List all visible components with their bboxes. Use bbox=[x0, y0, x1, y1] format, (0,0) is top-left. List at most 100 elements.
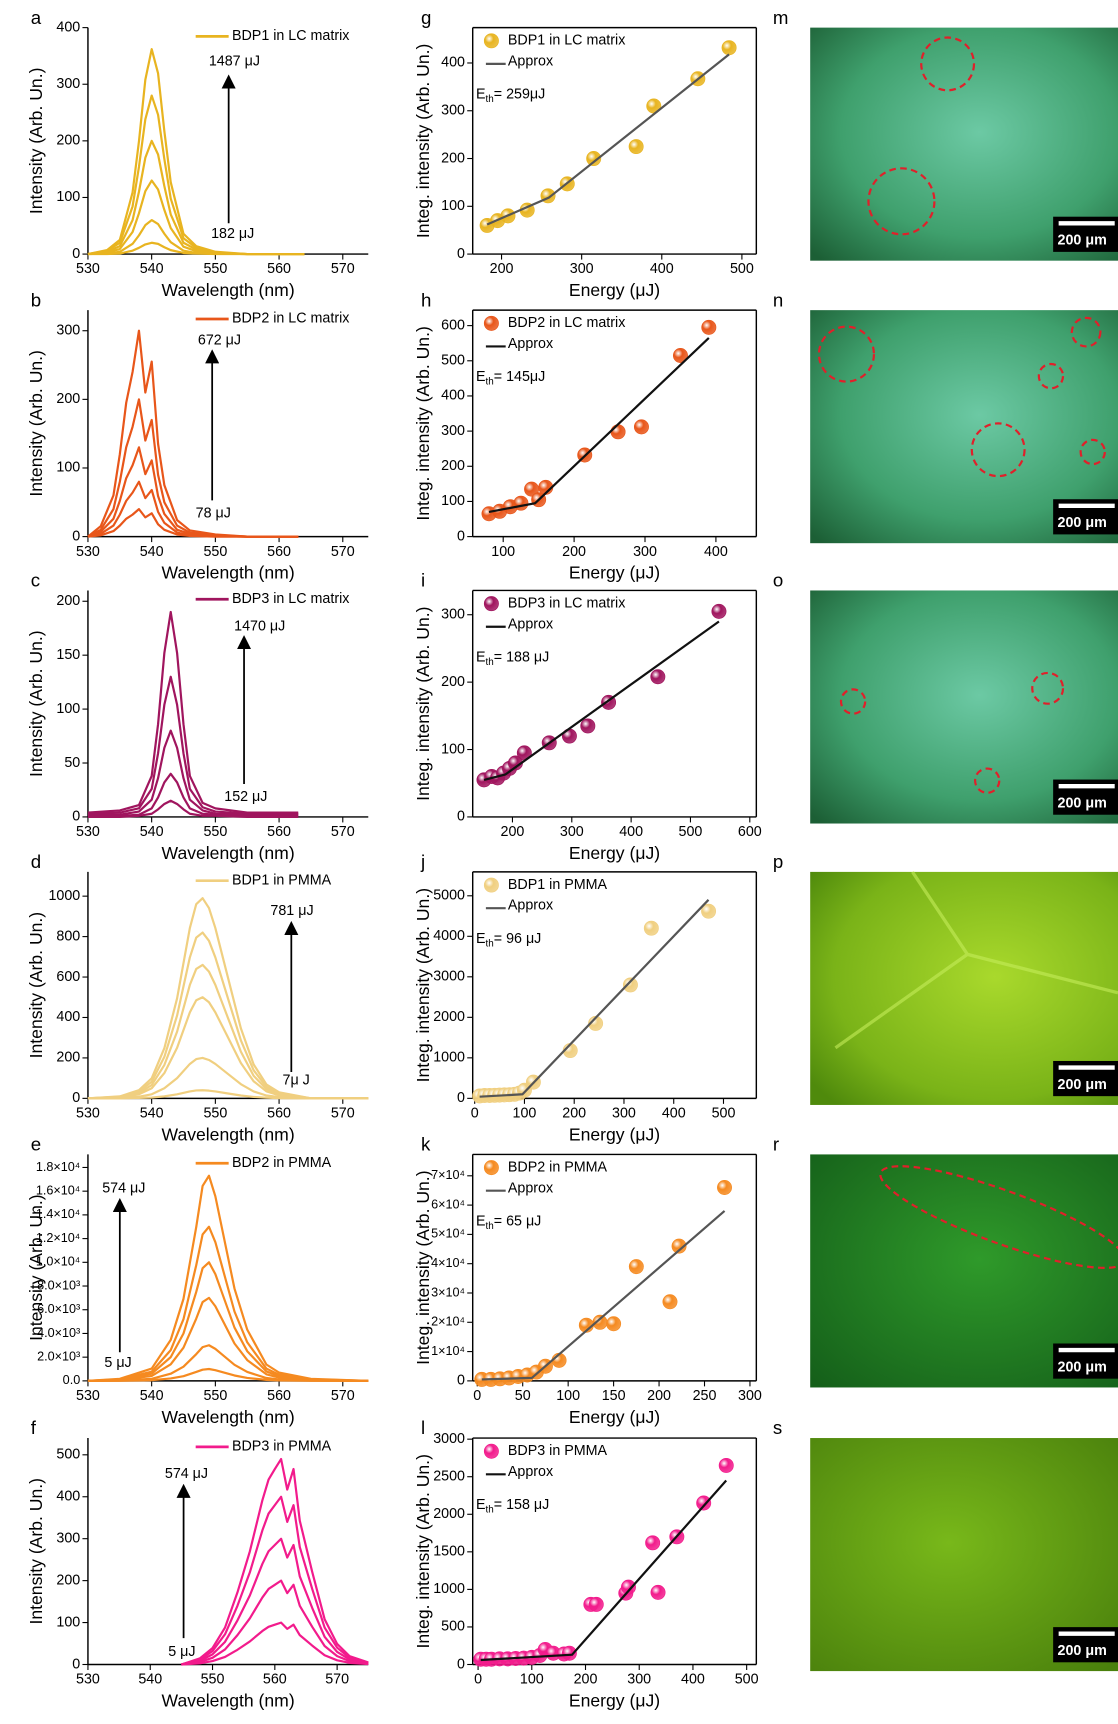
y-tick-label: 2.0×10³ bbox=[37, 1350, 80, 1364]
y-tick-label: 100 bbox=[441, 741, 465, 757]
x-tick-label: 300 bbox=[570, 261, 594, 277]
threshold-symbol: E bbox=[476, 369, 486, 385]
y-tick-label: 800 bbox=[56, 928, 80, 944]
spectrum-line bbox=[181, 1537, 369, 1666]
y-axis-title: Integ. intensity (Arb. Un.) bbox=[413, 1454, 433, 1648]
x-tick-label: 50 bbox=[515, 1388, 531, 1404]
legend-label: Approx bbox=[508, 898, 553, 914]
data-point bbox=[672, 348, 688, 363]
annotation: 574 μJ bbox=[165, 1466, 208, 1482]
spectrum-line bbox=[87, 480, 299, 538]
y-tick-label: 600 bbox=[56, 969, 80, 985]
legend-swatch bbox=[483, 1160, 499, 1176]
data-point bbox=[711, 603, 727, 619]
x-axis-title: Wavelength (nm) bbox=[162, 843, 295, 863]
annotation: 1470 μJ bbox=[234, 619, 285, 635]
annotation: 78 μJ bbox=[196, 505, 231, 521]
annotation: 7μ J bbox=[283, 1073, 310, 1089]
panel-letter: n bbox=[773, 289, 783, 310]
x-axis-title: Energy (μJ) bbox=[569, 563, 660, 583]
threshold-label: Eth= 188 μJ bbox=[476, 649, 549, 667]
x-tick-label: 560 bbox=[267, 824, 291, 840]
x-tick-label: 550 bbox=[203, 544, 227, 560]
threshold-value: = 158 μJ bbox=[494, 1497, 549, 1513]
y-tick-label: 200 bbox=[56, 1050, 80, 1066]
y-tick-label: 200 bbox=[56, 593, 80, 609]
x-axis-title: Energy (μJ) bbox=[569, 1124, 660, 1144]
y-tick-label: 500 bbox=[56, 1447, 80, 1463]
x-tick-label: 560 bbox=[263, 1672, 287, 1688]
spectrum-line bbox=[87, 1174, 369, 1382]
spectrum-line bbox=[181, 1457, 369, 1666]
scale-bar-label: 200 μm bbox=[1058, 1077, 1107, 1093]
threshold-symbol: E bbox=[476, 86, 486, 102]
legend-label: BDP1 in LC matrix bbox=[232, 28, 349, 44]
x-tick-label: 530 bbox=[76, 544, 100, 560]
spectrum-line bbox=[87, 94, 305, 256]
data-point bbox=[721, 40, 737, 56]
y-axis-title: Integ. intensity (Arb. Un.) bbox=[413, 606, 433, 800]
spectrum-line bbox=[87, 799, 299, 819]
annotation: 574 μJ bbox=[102, 1180, 145, 1196]
y-tick-label: 400 bbox=[56, 1009, 80, 1025]
data-point bbox=[662, 1294, 678, 1310]
threshold-label: Eth= 65 μJ bbox=[476, 1213, 541, 1231]
annotation: 5 μJ bbox=[168, 1644, 195, 1660]
threshold-symbol: E bbox=[476, 931, 486, 947]
threshold-value: = 188 μJ bbox=[494, 649, 549, 665]
threshold-symbol: E bbox=[476, 1213, 486, 1229]
y-tick-label: 1000 bbox=[433, 1581, 465, 1597]
annotation: 182 μJ bbox=[211, 226, 254, 242]
y-tick-label: 1.0×10⁴ bbox=[36, 1255, 80, 1269]
y-tick-label: 8.0×10³ bbox=[37, 1278, 80, 1292]
y-axis-title: Integ. intensity (Arb. Un.) bbox=[413, 888, 433, 1082]
y-tick-label: 300 bbox=[56, 1530, 80, 1546]
x-tick-label: 530 bbox=[76, 1106, 100, 1122]
y-tick-label: 400 bbox=[56, 1489, 80, 1505]
y-tick-label: 1000 bbox=[48, 888, 80, 904]
legend-label: BDP2 in PMMA bbox=[508, 1159, 608, 1175]
legend-label: BDP2 in LC matrix bbox=[508, 315, 625, 331]
spectrum-line bbox=[87, 1056, 369, 1100]
y-tick-label: 1.2×10⁴ bbox=[36, 1231, 80, 1245]
data-point bbox=[622, 977, 638, 993]
panel-letter: i bbox=[421, 570, 425, 591]
highlight-ellipse bbox=[879, 1165, 1118, 1270]
x-tick-label: 540 bbox=[140, 261, 164, 277]
y-tick-label: 200 bbox=[56, 391, 80, 407]
y-tick-label: 200 bbox=[441, 458, 465, 474]
threshold-symbol: E bbox=[476, 1497, 486, 1513]
x-tick-label: 300 bbox=[633, 544, 657, 560]
y-axis-title: Intensity (Arb. Un.) bbox=[26, 1478, 46, 1625]
x-tick-label: 200 bbox=[562, 544, 586, 560]
y-tick-label: 0 bbox=[72, 528, 80, 544]
x-tick-label: 560 bbox=[267, 261, 291, 277]
y-tick-label: 1.4×10⁴ bbox=[36, 1207, 80, 1221]
x-tick-label: 0 bbox=[471, 1106, 479, 1122]
legend-label: BDP1 in PMMA bbox=[508, 877, 608, 893]
y-axis-title: Integ. intensity (Arb. Un.) bbox=[413, 44, 433, 238]
annotation: 5 μJ bbox=[104, 1355, 131, 1371]
x-tick-label: 200 bbox=[574, 1672, 598, 1688]
data-point bbox=[580, 718, 596, 734]
y-axis-title: Intensity (Arb. Un.) bbox=[26, 630, 46, 777]
x-tick-label: 300 bbox=[560, 824, 584, 840]
highlight-circle bbox=[1079, 438, 1106, 466]
panel-letter: s bbox=[773, 1417, 782, 1438]
legend-swatch bbox=[483, 1443, 499, 1459]
x-axis-title: Energy (μJ) bbox=[569, 1407, 660, 1427]
legend-label: Approx bbox=[508, 1180, 553, 1196]
y-tick-label: 100 bbox=[56, 460, 80, 476]
y-tick-label: 2000 bbox=[433, 1506, 465, 1522]
y-tick-label: 6.0×10³ bbox=[37, 1302, 80, 1316]
data-point bbox=[588, 1015, 604, 1031]
spectrum-line bbox=[87, 1261, 369, 1382]
data-point bbox=[513, 495, 529, 511]
y-tick-label: 4.0×10³ bbox=[37, 1326, 80, 1340]
x-tick-label: 250 bbox=[693, 1388, 717, 1404]
spectrum-line bbox=[87, 963, 369, 1100]
y-tick-label: 400 bbox=[56, 19, 80, 35]
fit-line bbox=[480, 1479, 728, 1662]
data-point bbox=[586, 151, 602, 167]
data-point bbox=[718, 1457, 734, 1473]
